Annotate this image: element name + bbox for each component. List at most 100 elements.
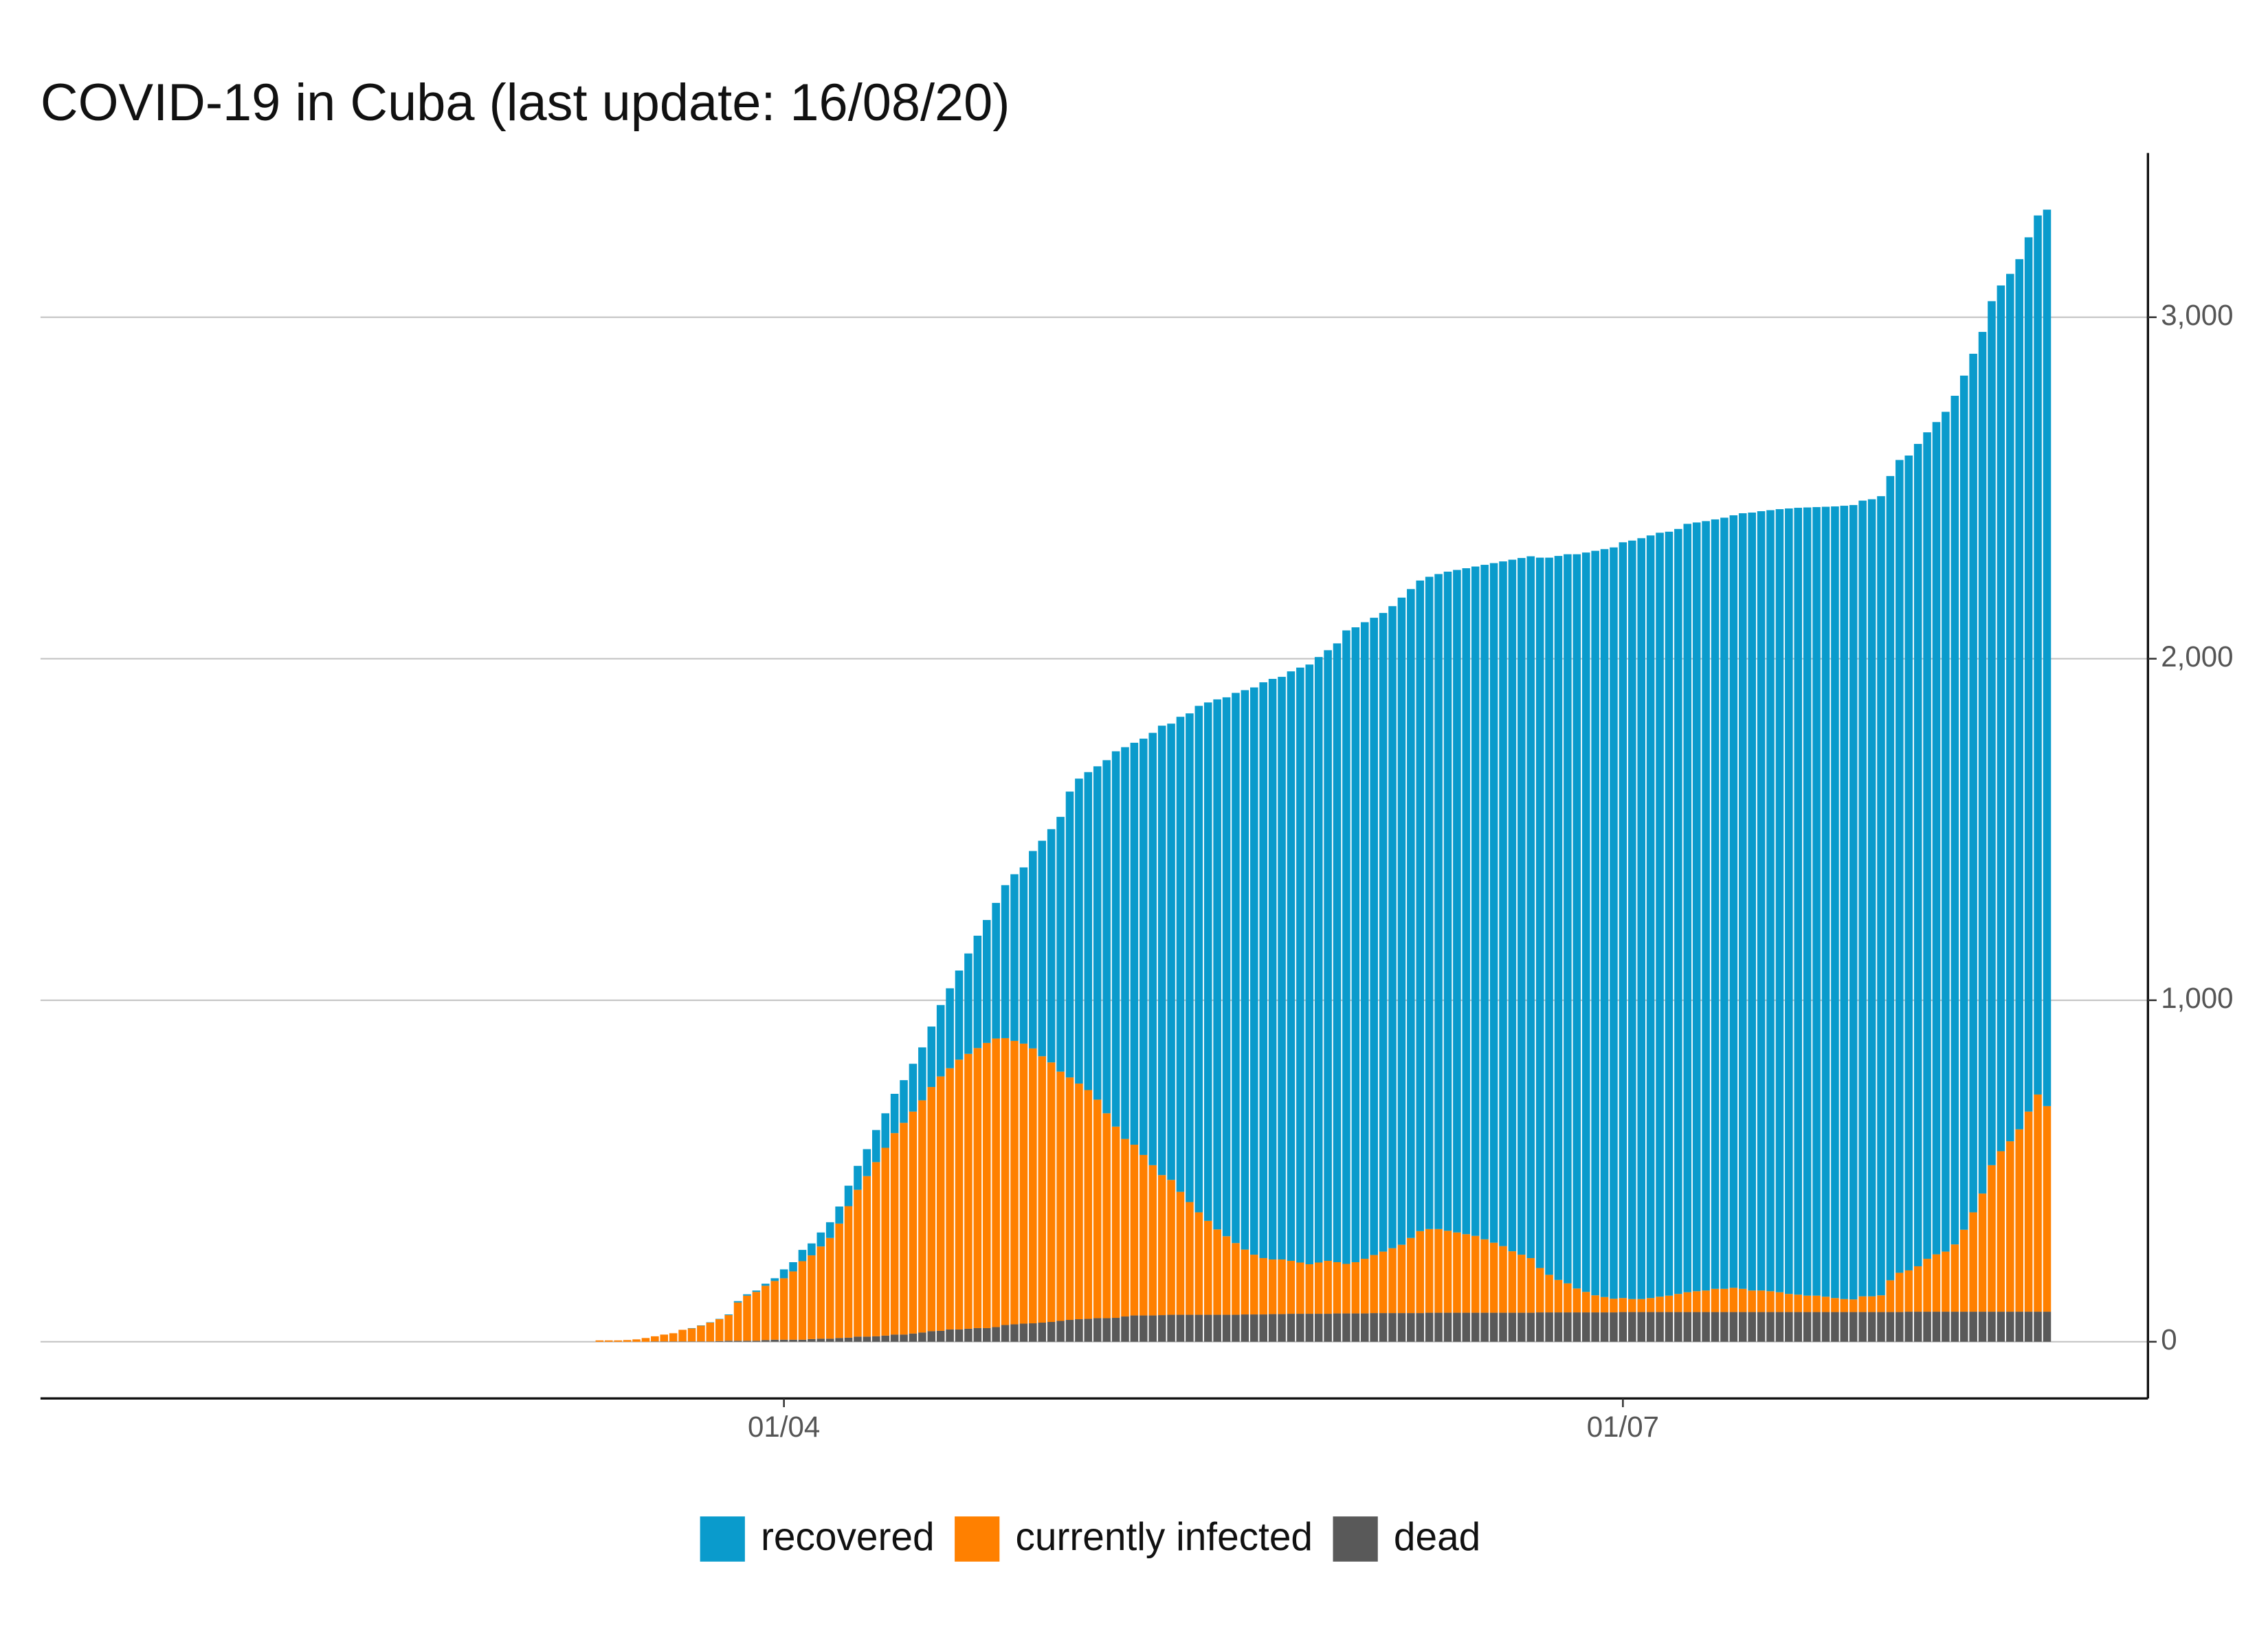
bar-segment (1075, 1084, 1083, 1320)
bar-segment (909, 1111, 918, 1334)
bar-segment (844, 1185, 853, 1207)
bar-segment (1526, 556, 1535, 1259)
bar-segment (1702, 1312, 1710, 1342)
bar-segment (1849, 1299, 1858, 1312)
bar-segment (1194, 1314, 1203, 1342)
bar-segment (1665, 531, 1674, 1296)
bar-segment (715, 1340, 724, 1342)
bar-segment (1794, 1312, 1803, 1342)
bar-segment (808, 1255, 816, 1339)
bar-segment (1259, 682, 1267, 1259)
bar-segment (1803, 1295, 1812, 1312)
bar-segment (1628, 1299, 1636, 1312)
bar-segment (1213, 1229, 1221, 1315)
bar-segment (1084, 772, 1093, 1090)
bar-segment (1148, 1315, 1157, 1342)
bar-segment (1148, 1165, 1157, 1316)
bar-segment (1305, 664, 1314, 1264)
bar-segment (1296, 1314, 1304, 1342)
bar-segment (1203, 1220, 1212, 1315)
bar-segment (697, 1325, 705, 1342)
bar-segment (1029, 1323, 1037, 1342)
bar-segment (1785, 508, 1793, 1294)
bar-segment (1397, 1244, 1406, 1314)
bar-segment (1748, 1290, 1756, 1312)
bar-segment (1130, 1315, 1139, 1342)
bar-segment (1545, 1275, 1553, 1313)
bar-segment (1738, 1312, 1747, 1342)
bar-segment (1904, 455, 1913, 1270)
bar-segment (1711, 1288, 1720, 1312)
bar-segment (743, 1340, 751, 1342)
bar-segment (1407, 589, 1415, 1238)
bar-segment (1213, 1314, 1221, 1342)
bar-segment (1121, 1138, 1129, 1317)
bar-segment (1610, 1299, 1618, 1313)
bar-segment (595, 1340, 604, 1342)
bar-segment (1324, 1314, 1332, 1342)
bar-segment (863, 1336, 871, 1342)
bar-segment (1397, 597, 1406, 1245)
bar-segment (1942, 1251, 1950, 1312)
x-tick-label: 01/07 (1587, 1411, 1659, 1443)
bar-segment (1932, 1254, 1941, 1312)
bar-segment (1692, 522, 1701, 1292)
bar-segment (752, 1292, 761, 1341)
bar-segment (660, 1334, 669, 1342)
bar-segment (1757, 1312, 1766, 1342)
bar-segment (1111, 1126, 1120, 1319)
bar-segment (651, 1336, 659, 1342)
bar-segment (1360, 622, 1369, 1259)
bar-segment (946, 988, 954, 1068)
bar-segment (1342, 1313, 1350, 1342)
bar-segment (2024, 1312, 2033, 1342)
bar-segment (955, 1329, 964, 1342)
legend-key (1333, 1516, 1378, 1562)
bar-segment (1766, 1312, 1775, 1342)
bar-segment (881, 1113, 889, 1148)
bar-segment (1157, 1315, 1166, 1342)
bar-segment (789, 1271, 797, 1340)
bar-segment (1287, 1314, 1296, 1342)
bar-segment (1480, 565, 1489, 1239)
bar-segment (1803, 507, 1812, 1296)
bar-segment (1821, 1312, 1830, 1342)
bar-segment (1729, 1288, 1738, 1312)
bar-segment (1508, 1312, 1517, 1342)
bar-segment (1388, 1248, 1397, 1314)
bar-segment (1600, 1297, 1609, 1313)
bar-segment (808, 1338, 816, 1342)
bar-segment (1397, 1313, 1406, 1342)
bar-segment (1333, 1313, 1342, 1342)
bar-segment (1812, 507, 1821, 1296)
bar-segment (890, 1133, 899, 1335)
bar-segment (1508, 559, 1517, 1252)
bar-segment (936, 1005, 945, 1077)
bar-segment (1702, 521, 1710, 1291)
bar-segment (1314, 1262, 1323, 1314)
bar-segment (1001, 1325, 1010, 1342)
bar-segment (1877, 1295, 1885, 1312)
bar-segment (1610, 547, 1618, 1299)
bar-segment (1950, 1312, 1959, 1342)
bar-segment (1222, 1236, 1231, 1315)
bar-segment (1416, 580, 1425, 1231)
bar-segment (1840, 506, 1849, 1299)
bar-segment (1499, 1312, 1507, 1342)
legend-key (955, 1516, 1000, 1562)
bar-segment (1867, 1312, 1876, 1342)
bar-segment (1959, 1229, 1968, 1312)
bar-segment (927, 1331, 936, 1342)
bar-segment (1591, 1295, 1599, 1313)
bar-segment (1554, 1312, 1563, 1342)
bar-segment (1186, 1314, 1194, 1342)
legend-label: recovered (761, 1515, 935, 1559)
bar-segment (733, 1302, 742, 1341)
bar-segment (1056, 816, 1065, 1072)
bar-segment (1978, 1193, 1987, 1312)
bar-segment (1619, 1298, 1627, 1312)
bar-segment (1526, 1258, 1535, 1313)
bar-segment (1656, 1312, 1664, 1342)
bar-segment (1416, 1313, 1425, 1342)
